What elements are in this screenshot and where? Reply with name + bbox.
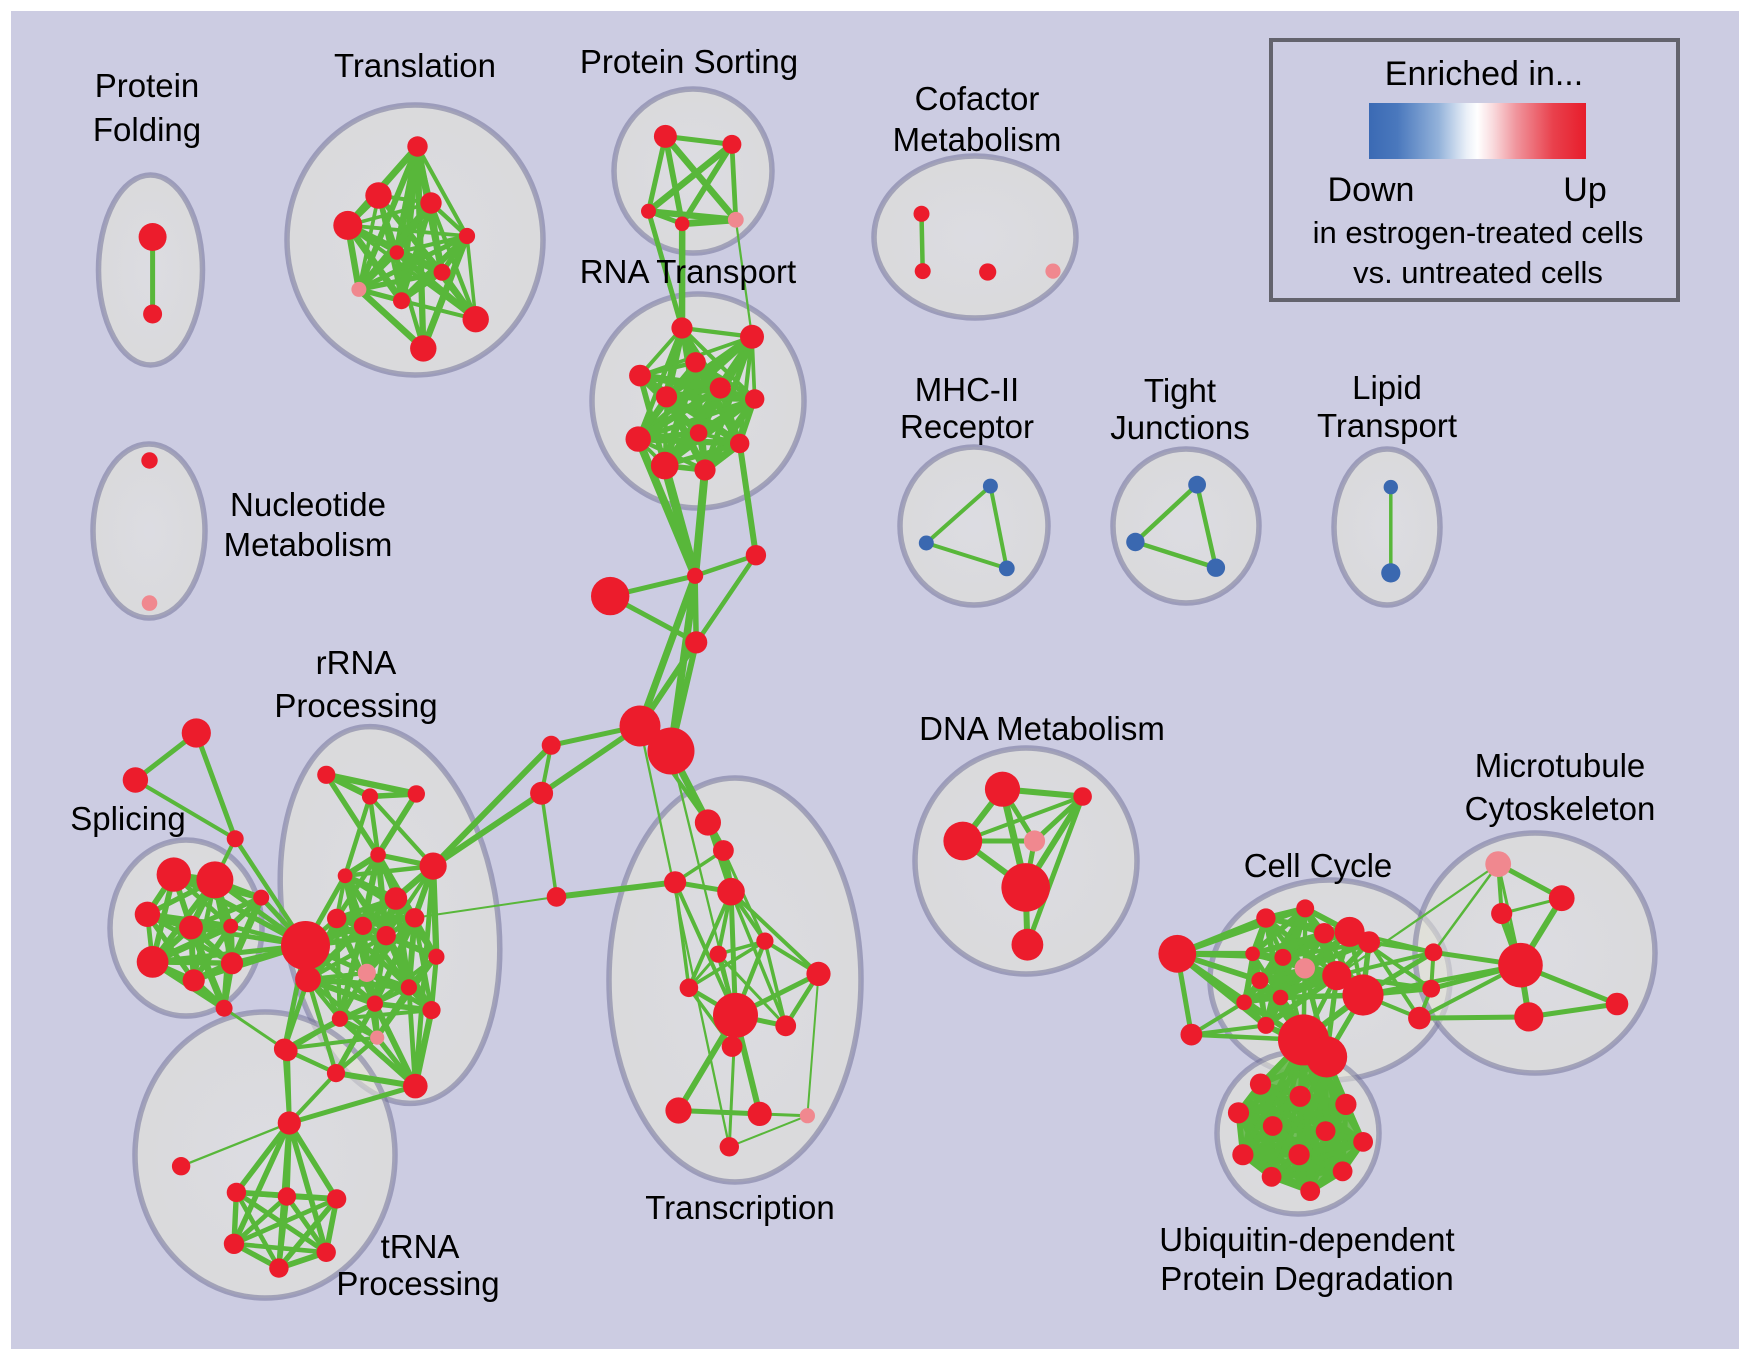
svg-text:tRNA: tRNA — [381, 1228, 460, 1265]
svg-text:Tight: Tight — [1144, 372, 1216, 409]
svg-text:Transcription: Transcription — [645, 1189, 835, 1226]
svg-text:Nucleotide: Nucleotide — [230, 486, 386, 523]
svg-text:Cytoskeleton: Cytoskeleton — [1465, 790, 1656, 827]
svg-text:DNA Metabolism: DNA Metabolism — [919, 710, 1165, 747]
svg-text:Microtubule: Microtubule — [1475, 747, 1646, 784]
svg-text:Processing: Processing — [274, 687, 437, 724]
svg-text:Down: Down — [1328, 171, 1415, 209]
svg-text:Ubiquitin-dependent: Ubiquitin-dependent — [1159, 1221, 1454, 1258]
svg-text:Splicing: Splicing — [70, 800, 186, 837]
svg-text:Transport: Transport — [1317, 407, 1457, 444]
svg-text:Enriched in...: Enriched in... — [1385, 55, 1583, 93]
svg-text:MHC-II: MHC-II — [915, 371, 1019, 408]
svg-text:Metabolism: Metabolism — [224, 526, 393, 563]
svg-text:Translation: Translation — [334, 47, 496, 84]
svg-text:Up: Up — [1563, 171, 1606, 209]
svg-text:Protein: Protein — [95, 67, 200, 104]
svg-text:Cofactor: Cofactor — [915, 80, 1040, 117]
svg-text:Processing: Processing — [336, 1265, 499, 1302]
svg-text:vs. untreated cells: vs. untreated cells — [1353, 255, 1603, 290]
svg-text:Junctions: Junctions — [1110, 409, 1249, 446]
svg-text:Protein Degradation: Protein Degradation — [1160, 1260, 1454, 1297]
svg-text:Folding: Folding — [93, 111, 201, 148]
svg-text:RNA Transport: RNA Transport — [580, 253, 796, 290]
svg-text:Cell Cycle: Cell Cycle — [1244, 847, 1393, 884]
svg-text:rRNA: rRNA — [316, 644, 397, 681]
svg-text:Protein Sorting: Protein Sorting — [580, 43, 798, 80]
svg-text:Receptor: Receptor — [900, 408, 1034, 445]
svg-text:in estrogen-treated cells: in estrogen-treated cells — [1313, 215, 1644, 250]
svg-text:Metabolism: Metabolism — [893, 121, 1062, 158]
svg-text:Lipid: Lipid — [1352, 369, 1422, 406]
